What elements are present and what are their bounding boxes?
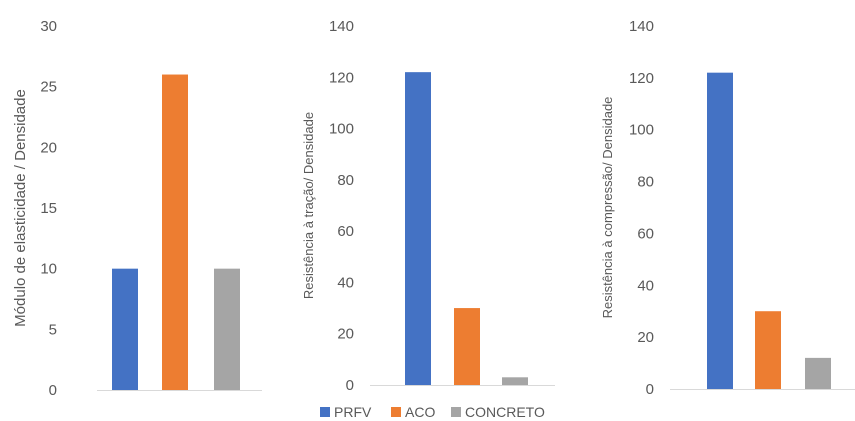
legend-label: PRFV bbox=[334, 404, 372, 420]
bar-concreto bbox=[805, 357, 831, 389]
bar-aco bbox=[755, 311, 781, 389]
y-tick-label: 25 bbox=[40, 79, 57, 96]
chart-panel-3: 0 20 40 60 80 100 120 140 Resistência à compress… bbox=[600, 18, 855, 398]
y-tick-label: 30 bbox=[40, 18, 57, 35]
legend-label: CONCRETO bbox=[465, 404, 545, 420]
y-tick-label: 20 bbox=[337, 326, 354, 343]
y-tick-label: 0 bbox=[49, 382, 57, 399]
bar-concreto bbox=[214, 268, 240, 390]
y-tick-label: 100 bbox=[329, 121, 354, 138]
y-tick-label: 60 bbox=[337, 223, 354, 240]
chart-panel-1: 0 5 10 15 20 25 30 Módulo de elasticidade / Den… bbox=[12, 18, 262, 399]
legend-label: ACO bbox=[405, 404, 435, 420]
y-tick-label: 20 bbox=[637, 329, 654, 346]
legend: PRFV ACO CONCRETO bbox=[320, 404, 545, 420]
y-tick-label: 10 bbox=[40, 261, 57, 278]
y-tick-label: 0 bbox=[346, 377, 354, 394]
y-axis-title: Resistência à compressão/ Densidade bbox=[600, 97, 615, 319]
y-tick-label: 60 bbox=[637, 225, 654, 242]
bar-concreto bbox=[502, 377, 528, 385]
bar-prfv bbox=[112, 268, 138, 390]
chart-panel-2: 0 20 40 60 80 100 120 140 Resistência à tração/ … bbox=[301, 18, 555, 394]
y-tick-label: 140 bbox=[329, 18, 354, 35]
bar-aco bbox=[454, 308, 480, 385]
y-tick-label: 120 bbox=[329, 69, 354, 86]
bar-prfv bbox=[707, 72, 733, 390]
y-tick-label: 140 bbox=[629, 18, 654, 35]
y-tick-label: 0 bbox=[646, 381, 654, 398]
legend-swatch bbox=[320, 407, 330, 417]
y-tick-label: 20 bbox=[40, 139, 57, 156]
y-tick-label: 15 bbox=[40, 200, 57, 217]
y-tick-label: 80 bbox=[337, 172, 354, 189]
y-tick-label: 100 bbox=[629, 122, 654, 139]
bar-aco bbox=[162, 74, 188, 391]
legend-item-prfv: PRFV bbox=[320, 404, 372, 420]
y-tick-label: 120 bbox=[629, 70, 654, 87]
legend-swatch bbox=[391, 407, 401, 417]
y-axis-title: Resistência à tração/ Densidade bbox=[301, 112, 316, 299]
y-tick-label: 5 bbox=[49, 321, 57, 338]
legend-item-aco: ACO bbox=[391, 404, 435, 420]
y-tick-label: 40 bbox=[337, 274, 354, 291]
bar-prfv bbox=[405, 72, 431, 386]
legend-swatch bbox=[451, 407, 461, 417]
y-tick-label: 80 bbox=[637, 174, 654, 191]
y-tick-label: 40 bbox=[637, 277, 654, 294]
y-axis-title: Módulo de elasticidade / Densidade bbox=[12, 89, 29, 327]
legend-item-concreto: CONCRETO bbox=[451, 404, 545, 420]
